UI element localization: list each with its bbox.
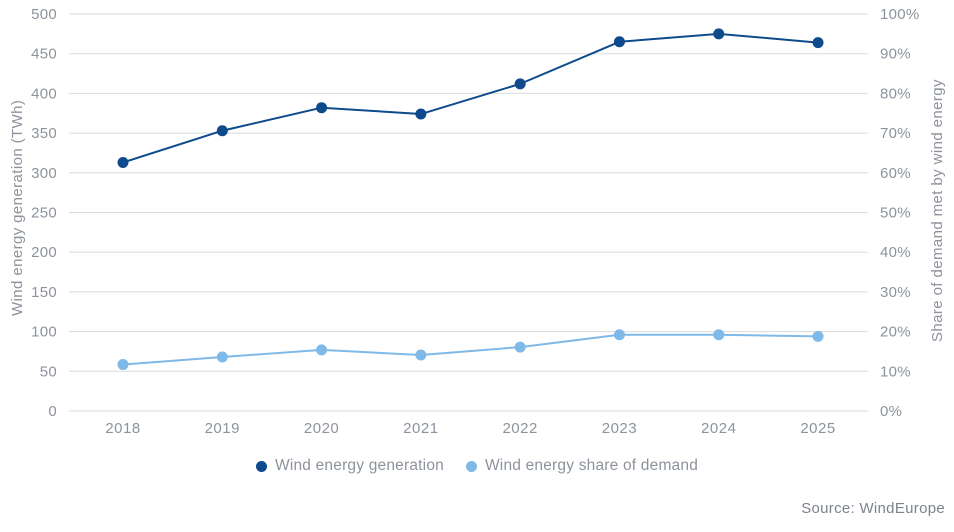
y-tick-label-left: 150 <box>31 284 57 301</box>
y-tick-label-right: 70% <box>880 125 911 142</box>
right-axis-title: Share of demand met by wind energy <box>929 79 946 342</box>
data-point[interactable] <box>415 349 427 361</box>
source-attribution: Source: WindEurope <box>801 500 945 517</box>
legend-marker-icon <box>465 460 477 472</box>
y-tick-label-right: 60% <box>880 165 911 182</box>
y-tick-label-left: 200 <box>31 244 57 261</box>
y-tick-label-left: 350 <box>31 125 57 142</box>
y-tick-label-right: 30% <box>880 284 911 301</box>
data-point[interactable] <box>216 125 228 137</box>
data-point[interactable] <box>415 108 427 120</box>
data-point[interactable] <box>613 329 625 341</box>
data-point[interactable] <box>316 344 328 356</box>
y-tick-label-left: 500 <box>31 6 57 23</box>
legend: Wind energy generation Wind energy share… <box>0 457 954 475</box>
data-point[interactable] <box>117 359 129 371</box>
y-tick-label-left: 0 <box>48 403 57 420</box>
y-tick-label-right: 0% <box>880 403 902 420</box>
left-axis-title: Wind energy generation (TWh) <box>9 99 26 316</box>
y-tick-label-right: 90% <box>880 46 911 63</box>
legend-label: Wind energy share of demand <box>484 457 699 474</box>
data-point[interactable] <box>713 28 725 40</box>
legend-item-wind-energy-share-of-demand[interactable]: Wind energy share of demand <box>465 457 699 475</box>
series-line <box>122 32 819 164</box>
data-point[interactable] <box>812 37 824 49</box>
y-tick-label-right: 50% <box>880 205 911 222</box>
data-point[interactable] <box>514 78 526 90</box>
y-tick-label-left: 50 <box>40 363 57 380</box>
y-tick-label-right: 100% <box>880 6 920 23</box>
y-tick-label-right: 20% <box>880 324 911 341</box>
y-tick-label-right: 80% <box>880 85 911 102</box>
y-tick-label-right: 10% <box>880 363 911 380</box>
data-point[interactable] <box>613 36 625 48</box>
legend-label: Wind energy generation <box>274 457 444 474</box>
y-tick-label-left: 250 <box>31 205 57 222</box>
legend-item-wind-energy-generation[interactable]: Wind energy generation <box>255 457 444 475</box>
series-line <box>122 333 819 366</box>
y-tick-label-left: 300 <box>31 165 57 182</box>
x-tick-label: 2021 <box>403 420 438 437</box>
x-tick-label: 2020 <box>304 420 339 437</box>
x-tick-label: 2019 <box>205 420 240 437</box>
y-tick-label-right: 40% <box>880 244 911 261</box>
x-tick-label: 2018 <box>105 420 140 437</box>
y-tick-label-left: 400 <box>31 85 57 102</box>
data-point[interactable] <box>812 330 824 342</box>
data-point[interactable] <box>216 351 228 363</box>
x-tick-label: 2025 <box>800 420 835 437</box>
x-tick-label: 2023 <box>602 420 637 437</box>
x-tick-label: 2022 <box>502 420 537 437</box>
data-point[interactable] <box>713 329 725 341</box>
data-point[interactable] <box>514 341 526 353</box>
y-tick-label-left: 450 <box>31 46 57 63</box>
data-point[interactable] <box>117 156 129 168</box>
data-point[interactable] <box>316 102 328 114</box>
y-tick-label-left: 100 <box>31 324 57 341</box>
legend-marker-icon <box>255 460 267 472</box>
x-tick-label: 2024 <box>701 420 736 437</box>
